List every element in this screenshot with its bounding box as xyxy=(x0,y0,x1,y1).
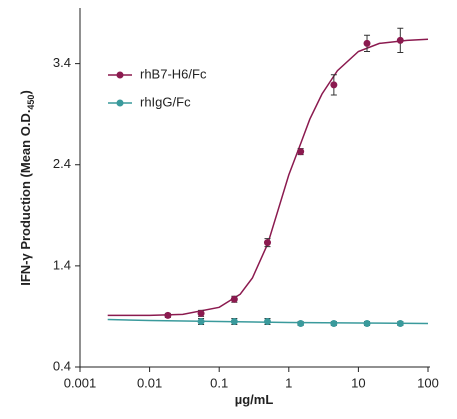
x-tick-label: 10 xyxy=(351,375,365,390)
data-point xyxy=(263,239,271,247)
y-tick-label: 3.4 xyxy=(53,55,71,70)
data-point xyxy=(197,309,205,317)
data-point xyxy=(396,36,404,44)
legend-marker xyxy=(116,71,124,79)
data-point xyxy=(230,317,238,325)
x-tick-label: 100 xyxy=(417,375,439,390)
data-point xyxy=(263,317,271,325)
data-point xyxy=(230,295,238,303)
data-point xyxy=(297,148,305,156)
y-axis-label-main: IFN-γ Production (Mean O.D. xyxy=(18,110,33,286)
data-point xyxy=(297,320,305,328)
y-tick-label: 2.4 xyxy=(53,156,71,171)
x-tick-label: 0.001 xyxy=(64,375,97,390)
x-tick-label: 0.1 xyxy=(210,375,228,390)
data-point xyxy=(164,311,172,319)
x-axis-label: µg/mL xyxy=(235,392,274,407)
data-point xyxy=(330,320,338,328)
legend-marker xyxy=(116,99,124,107)
x-tick-label: 1 xyxy=(285,375,292,390)
y-tick-label: 0.4 xyxy=(53,358,71,373)
data-point xyxy=(363,39,371,47)
x-tick-label: 0.01 xyxy=(137,375,162,390)
data-point xyxy=(396,320,404,328)
data-point xyxy=(363,320,371,328)
y-tick-label: 1.4 xyxy=(53,257,71,272)
y-axis-label: IFN-γ Production (Mean O.D.450) xyxy=(18,90,36,286)
legend-label: rhIgG/Fc xyxy=(140,94,191,109)
data-point xyxy=(330,81,338,89)
legend-label: rhB7-H6/Fc xyxy=(140,66,207,81)
data-point xyxy=(197,317,205,325)
fit-curve xyxy=(107,38,429,317)
y-axis-label-sub: 450 xyxy=(26,95,36,110)
y-axis-label-end: ) xyxy=(18,90,33,94)
